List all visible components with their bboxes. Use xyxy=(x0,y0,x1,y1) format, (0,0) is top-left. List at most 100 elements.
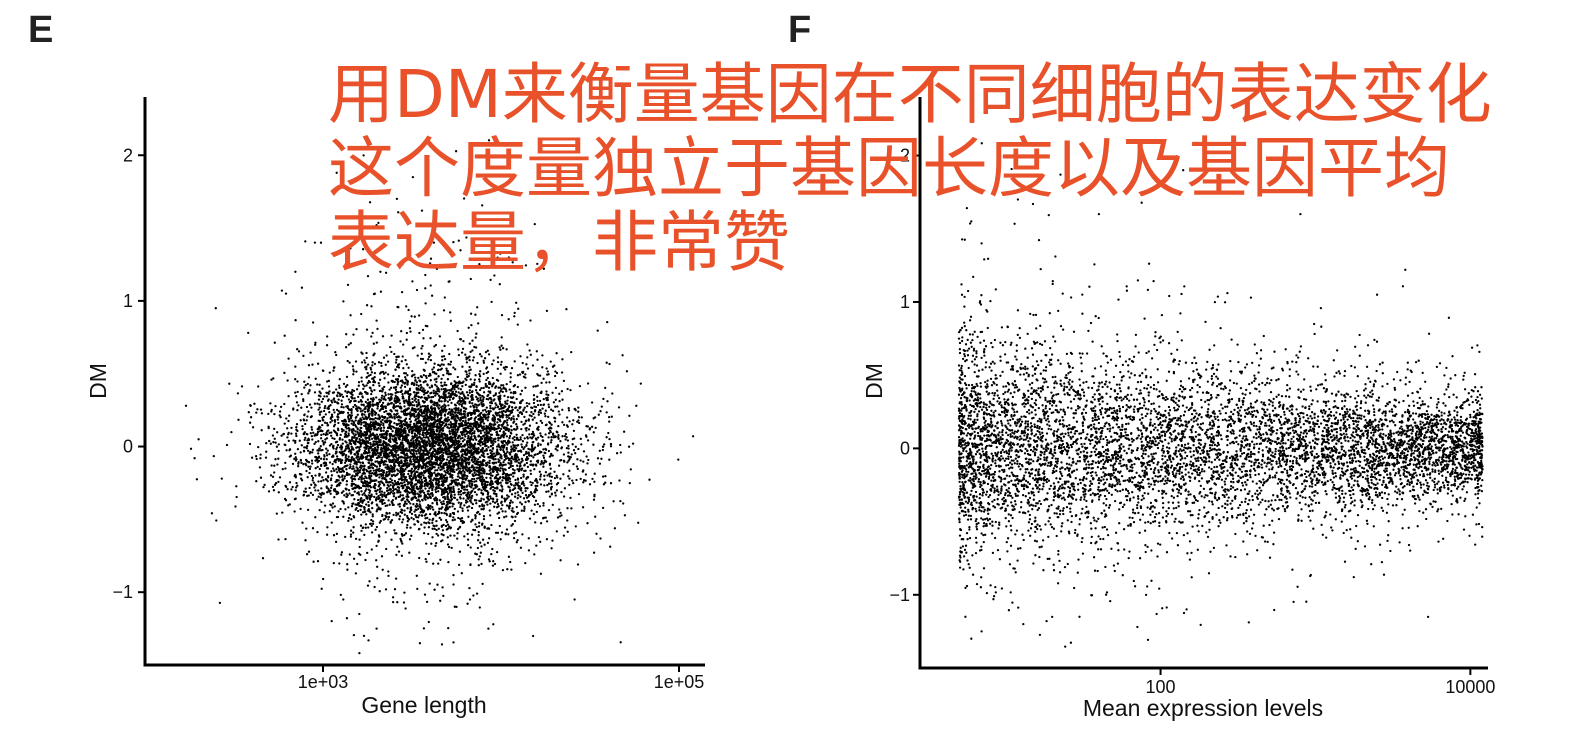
data-point xyxy=(477,424,481,427)
data-point xyxy=(607,415,611,419)
data-point xyxy=(505,426,508,429)
data-point xyxy=(419,386,422,390)
data-point xyxy=(400,533,404,536)
data-point xyxy=(378,590,381,593)
data-point xyxy=(347,417,350,420)
data-point xyxy=(527,500,531,503)
data-point xyxy=(547,436,550,439)
data-point xyxy=(417,407,420,411)
data-point xyxy=(403,405,406,408)
data-point xyxy=(557,434,560,437)
data-point xyxy=(306,382,309,386)
data-point xyxy=(378,521,381,524)
data-point xyxy=(601,448,605,452)
data-point xyxy=(522,447,525,451)
data-point xyxy=(354,430,357,433)
data-point xyxy=(576,563,580,566)
data-point xyxy=(394,385,398,389)
data-point xyxy=(499,407,503,410)
data-point xyxy=(365,417,368,421)
data-point xyxy=(471,456,474,459)
data-point xyxy=(368,498,372,501)
data-point xyxy=(535,477,538,481)
data-point xyxy=(487,353,491,356)
data-point xyxy=(469,405,472,408)
data-point xyxy=(547,393,550,397)
data-point xyxy=(259,476,263,479)
data-point xyxy=(383,395,386,398)
data-point xyxy=(447,626,450,630)
data-point xyxy=(398,518,401,521)
data-point xyxy=(325,422,329,425)
data-point xyxy=(527,549,531,552)
data-point xyxy=(345,473,348,477)
data-point xyxy=(290,432,293,435)
data-point xyxy=(424,498,427,501)
data-point xyxy=(358,545,361,549)
data-point xyxy=(536,481,539,484)
data-point xyxy=(560,371,564,374)
data-point xyxy=(461,347,465,351)
data-point xyxy=(379,290,383,293)
data-point xyxy=(476,546,480,550)
data-point xyxy=(530,406,533,409)
data-point xyxy=(399,494,402,497)
data-point xyxy=(433,588,436,591)
data-point xyxy=(470,533,474,536)
data-point xyxy=(564,438,567,441)
data-point xyxy=(410,512,414,516)
data-point xyxy=(336,391,340,394)
data-point xyxy=(383,385,386,389)
data-point xyxy=(553,470,556,473)
data-point xyxy=(505,528,509,531)
data-point xyxy=(419,414,422,417)
data-point xyxy=(317,440,320,443)
data-point xyxy=(384,363,387,366)
data-point xyxy=(371,522,375,526)
data-point xyxy=(308,390,311,393)
data-point xyxy=(347,489,351,492)
data-point xyxy=(389,490,393,494)
data-point xyxy=(362,154,365,157)
data-point xyxy=(399,386,402,389)
data-point xyxy=(522,509,526,513)
data-point xyxy=(386,417,389,420)
data-point xyxy=(303,413,306,416)
data-point xyxy=(415,515,418,519)
data-point xyxy=(449,319,452,322)
data-point xyxy=(513,487,516,490)
data-point xyxy=(273,341,276,344)
data-point xyxy=(340,444,343,447)
data-point xyxy=(314,377,317,380)
data-point xyxy=(304,383,307,387)
data-point xyxy=(403,533,406,537)
data-point xyxy=(336,457,339,461)
data-point xyxy=(385,547,388,551)
data-point xyxy=(434,544,437,547)
data-point xyxy=(432,392,436,395)
data-point xyxy=(370,437,374,440)
data-point xyxy=(418,331,421,335)
data-point xyxy=(478,505,481,508)
data-point xyxy=(464,353,467,356)
data-point xyxy=(577,419,580,422)
data-point xyxy=(295,401,299,404)
data-point xyxy=(536,502,539,506)
data-point xyxy=(437,375,440,378)
data-point xyxy=(321,397,325,401)
data-point xyxy=(558,508,561,511)
data-point xyxy=(314,343,317,346)
data-point xyxy=(407,396,411,399)
data-point xyxy=(515,433,518,436)
data-point xyxy=(491,363,494,366)
data-point xyxy=(367,504,370,508)
data-point xyxy=(478,378,481,381)
data-point xyxy=(475,332,478,335)
data-point xyxy=(257,385,260,388)
data-point xyxy=(410,498,413,501)
data-point xyxy=(309,432,312,435)
data-point xyxy=(361,409,364,412)
data-point xyxy=(497,439,500,442)
data-point xyxy=(436,415,439,419)
data-point xyxy=(398,398,401,402)
